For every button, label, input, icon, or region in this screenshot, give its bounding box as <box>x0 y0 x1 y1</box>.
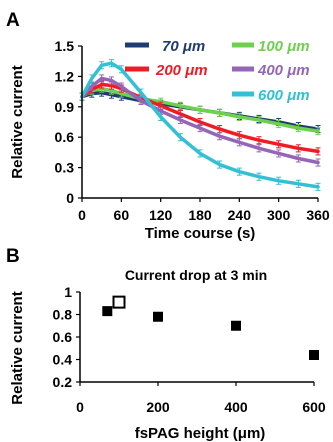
panel-b-xlabel: fsPAG height (μm) <box>135 425 266 442</box>
scatter-point <box>153 311 163 322</box>
scatter-point-open <box>112 295 126 309</box>
panel-a-ylabel: Relative current <box>9 65 26 178</box>
panel-a-xlabel: Time course (s) <box>145 225 256 242</box>
panel-a-xtick-label: 0 <box>78 207 86 223</box>
panel-b-xtick-label: 0 <box>76 399 84 415</box>
panel-b-ylabel: Relative current <box>9 291 26 404</box>
panel-b-points <box>102 295 319 360</box>
panel-b-yticks: 0.2 0.4 0.6 0.8 1 <box>53 284 80 390</box>
panel-b-ytick-label: 1 <box>64 284 72 300</box>
panel-b-xtick-label: 200 <box>146 399 170 415</box>
panel-a-ytick-label: 0.6 <box>55 129 75 145</box>
legend-label-600: 600 μm <box>258 87 310 104</box>
panel-b-xtick-label: 600 <box>302 399 326 415</box>
series-line <box>80 82 320 154</box>
panel-a-ytick-label: 0.9 <box>55 99 75 115</box>
series-line <box>80 76 320 165</box>
scatter-point <box>309 350 319 360</box>
panel-a-xtick-label: 60 <box>114 207 130 223</box>
panel-b-letter: B <box>6 246 20 267</box>
panel-b-title: Current drop at 3 min <box>125 267 267 283</box>
panel-b-ytick-label: 0.8 <box>53 307 73 323</box>
panel-b-ytick-label: 0.4 <box>53 352 73 368</box>
series-line <box>80 86 320 133</box>
panel-a-ytick-label: 1.5 <box>55 38 75 54</box>
panel-a-series <box>79 59 321 191</box>
panel-a-ytick-label: 1.2 <box>55 68 75 84</box>
panel-a-xtick-label: 240 <box>228 207 252 223</box>
legend-label-100: 100 μm <box>258 38 310 55</box>
panel-b-ytick-label: 0.2 <box>53 374 73 390</box>
legend-label-400: 400 μm <box>257 62 310 79</box>
panel-a-plot: 0 0.3 0.6 0.9 1.2 1.5 0 60 120 180 240 300 360 <box>55 38 330 223</box>
scatter-point <box>231 320 241 331</box>
legend-label-200: 200 μm <box>155 62 208 79</box>
panel-a-xtick-label: 120 <box>149 207 173 223</box>
scatter-point <box>102 306 113 317</box>
legend-label-70: 70 μm <box>162 38 205 55</box>
panel-b-xticks: 0 200 400 600 <box>76 382 326 415</box>
panel-a-legend: 70 μm 100 μm 200 μm 400 μm 600 μm <box>125 38 310 104</box>
panel-a-ytick-label: 0 <box>66 190 74 206</box>
panel-a-yticks: 0 0.3 0.6 0.9 1.2 1.5 <box>55 38 82 206</box>
series-4 <box>79 59 321 191</box>
panel-a-ytick-label: 0.3 <box>55 160 75 176</box>
panel-a-letter: A <box>6 10 20 31</box>
panel-b-ytick-label: 0.6 <box>53 329 73 345</box>
panel-a-xticks: 0 60 120 180 240 300 360 <box>78 198 330 223</box>
panel-b-plot: 0.2 0.4 0.6 0.8 1 0 200 400 600 <box>53 284 326 415</box>
panel-a-xtick-label: 360 <box>306 207 330 223</box>
series-line <box>80 61 320 189</box>
panel-b-xtick-label: 400 <box>224 399 248 415</box>
panel-a-xtick-label: 180 <box>188 207 212 223</box>
panel-a-xtick-label: 300 <box>267 207 291 223</box>
